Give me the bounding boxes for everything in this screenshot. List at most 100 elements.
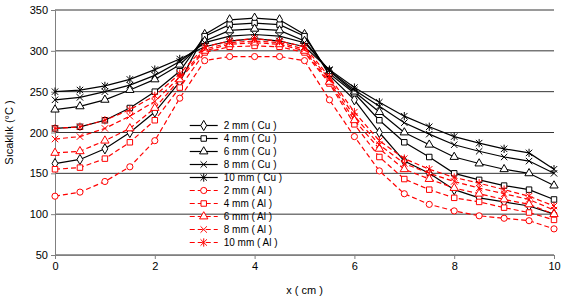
legend-label: 6 mm ( Al ) [224,211,272,222]
tick: 4 [252,255,258,272]
tick: 350 [30,4,55,16]
marker [451,173,457,181]
legend-label: 4 mm ( Al ) [224,198,272,209]
tick-label: 4 [252,260,258,272]
tick-label: 8 [452,260,458,272]
legend-label: 4 mm ( Cu ) [224,133,277,144]
legend-label: 2 mm ( Cu ) [224,120,277,131]
series [52,34,557,173]
marker [500,164,508,171]
tick: 50 [36,249,55,261]
tick-mark [51,10,55,11]
legend: 2 mm ( Cu )4 mm ( Cu )6 mm ( Cu )8 mm ( … [190,120,282,248]
legend-marker [201,226,207,232]
marker [77,133,83,139]
grid-line [55,173,554,174]
marker [276,37,282,45]
plot-area [51,13,558,232]
marker [476,199,481,204]
marker [451,208,457,214]
marker [202,58,208,64]
marker [526,187,531,192]
grid-line [55,10,554,11]
marker [351,133,357,139]
tick-mark [354,255,355,259]
marker [127,105,133,113]
series-line [55,41,554,210]
series-line [55,46,554,220]
tick: 6 [352,255,358,272]
tick-label: 300 [30,45,48,57]
legend-item: 4 mm ( Cu ) [190,133,277,144]
marker [76,146,84,153]
legend-item: 2 mm ( Cu ) [190,120,277,131]
marker [126,124,134,131]
marker [476,213,482,219]
tick: 250 [30,86,55,98]
tick-mark [51,51,55,52]
marker [52,88,58,96]
marker [127,140,132,145]
tick-mark [554,255,555,259]
marker [426,165,432,173]
series-line [55,39,554,170]
series [52,53,557,231]
marker [426,131,432,137]
marker [177,55,183,63]
series [51,24,558,188]
marker [450,152,458,159]
marker [102,178,108,184]
tick-label: 2 [152,260,158,272]
tick-mark [454,255,455,259]
tick-mark [51,214,55,215]
marker [351,83,357,91]
marker [102,156,107,161]
marker [76,102,84,109]
marker [177,95,183,101]
marker [377,154,382,159]
legend-label: 10 mm ( Al ) [224,237,278,248]
legend-item: 4 mm ( Al ) [190,198,272,209]
tick: 300 [30,45,55,57]
tick-mark [155,255,156,259]
y-axis: 50100150200250300350 [30,4,56,261]
series [52,31,557,176]
tick-label: 250 [30,86,48,98]
series-line [55,57,554,229]
marker [127,164,133,170]
tick: 2 [152,255,158,272]
tick-label: 6 [352,260,358,272]
marker [451,142,457,148]
marker [102,144,108,154]
marker [550,181,558,188]
marker [77,154,83,164]
marker [401,120,407,126]
legend-item: 10 mm ( Al ) [190,237,278,248]
tick-mark [51,133,55,134]
tick-mark [51,173,55,174]
marker [427,187,432,192]
marker [451,195,456,200]
marker [427,154,432,159]
legend-marker [200,147,208,154]
axis-line [56,256,555,260]
marker [401,191,407,197]
tick: 10 [548,255,560,272]
marker [376,137,382,145]
axis-line [51,11,56,256]
marker [52,167,57,172]
legend-marker [201,201,206,206]
series [52,43,556,222]
tick-label: 150 [30,167,48,179]
tick-label: 350 [30,4,48,16]
tick: 0 [52,255,58,272]
marker [500,195,508,202]
legend-marker [201,161,207,167]
marker [227,53,233,59]
tick-label: 10 [548,260,560,272]
legend-label: 8 mm ( Al ) [224,224,272,235]
marker [101,95,109,102]
marker [426,201,432,207]
x-axis: 0 2 4 6 8 10 [52,255,560,272]
series-line [55,29,554,186]
